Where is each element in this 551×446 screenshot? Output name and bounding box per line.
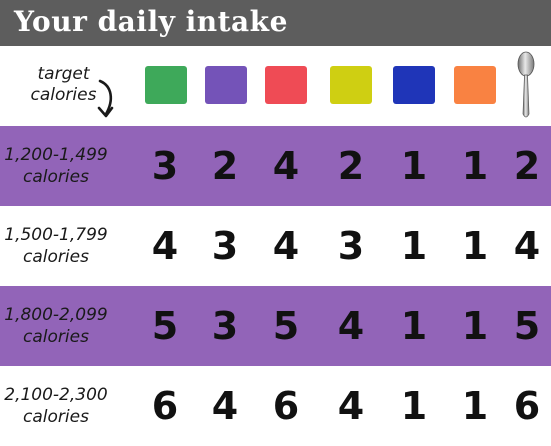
green-serving-count: 3 [151,144,179,188]
yellow-serving-count: 3 [337,224,365,268]
swatch-yellow [330,66,372,104]
spoon-serving-count: 2 [513,144,541,188]
row-label: 1,500-1,799 calories [0,206,112,286]
table-row: 1,200-1,499 calories 3 2 4 2 1 1 2 [0,126,551,206]
header-row: target calories [0,46,551,126]
title-banner: Your daily intake [0,0,551,46]
table-row: 1,500-1,799 calories 4 3 4 3 1 1 4 [0,206,551,286]
red-serving-count: 4 [272,144,300,188]
spoon-icon [517,51,535,118]
orange-serving-count: 1 [461,144,489,188]
target-label-line2: calories [30,85,97,105]
row-label: 1,200-1,499 calories [0,126,112,206]
spoon-serving-count: 6 [513,384,541,428]
yellow-serving-count: 4 [337,304,365,348]
daily-intake-page: Your daily intake target calories [0,0,551,427]
table-row: 2,100-2,300 calories 6 4 6 4 1 1 6 [0,366,551,446]
target-label-line1: target [37,64,90,84]
green-serving-count: 6 [151,384,179,428]
calorie-unit: calories [23,407,89,427]
calorie-unit: calories [23,247,89,267]
blue-serving-count: 1 [400,224,428,268]
purple-serving-count: 3 [211,304,239,348]
calorie-unit: calories [23,327,89,347]
blue-serving-count: 1 [400,384,428,428]
green-serving-count: 4 [151,224,179,268]
calorie-range: 2,100-2,300 [4,385,108,405]
curved-down-arrow-icon [97,79,114,118]
orange-serving-count: 1 [461,304,489,348]
spoon-serving-count: 4 [513,224,541,268]
calorie-range: 1,800-2,099 [4,305,108,325]
page-title: Your daily intake [14,5,288,38]
red-serving-count: 5 [272,304,300,348]
swatch-red [265,66,307,104]
calorie-range: 1,200-1,499 [4,145,108,165]
swatch-purple [205,66,247,104]
swatch-orange [454,66,496,104]
yellow-serving-count: 2 [337,144,365,188]
red-serving-count: 6 [272,384,300,428]
swatch-green [145,66,187,104]
purple-serving-count: 4 [211,384,239,428]
row-label: 2,100-2,300 calories [0,366,112,446]
yellow-serving-count: 4 [337,384,365,428]
green-serving-count: 5 [151,304,179,348]
spoon-serving-count: 5 [513,304,541,348]
red-serving-count: 4 [272,224,300,268]
orange-serving-count: 1 [461,224,489,268]
target-calories-label: target calories [16,64,111,106]
purple-serving-count: 2 [211,144,239,188]
orange-serving-count: 1 [461,384,489,428]
purple-serving-count: 3 [211,224,239,268]
calorie-range: 1,500-1,799 [4,225,108,245]
table-row: 1,800-2,099 calories 5 3 5 4 1 1 5 [0,286,551,366]
calorie-unit: calories [23,167,89,187]
swatch-blue [393,66,435,104]
row-label: 1,800-2,099 calories [0,286,112,366]
blue-serving-count: 1 [400,144,428,188]
blue-serving-count: 1 [400,304,428,348]
